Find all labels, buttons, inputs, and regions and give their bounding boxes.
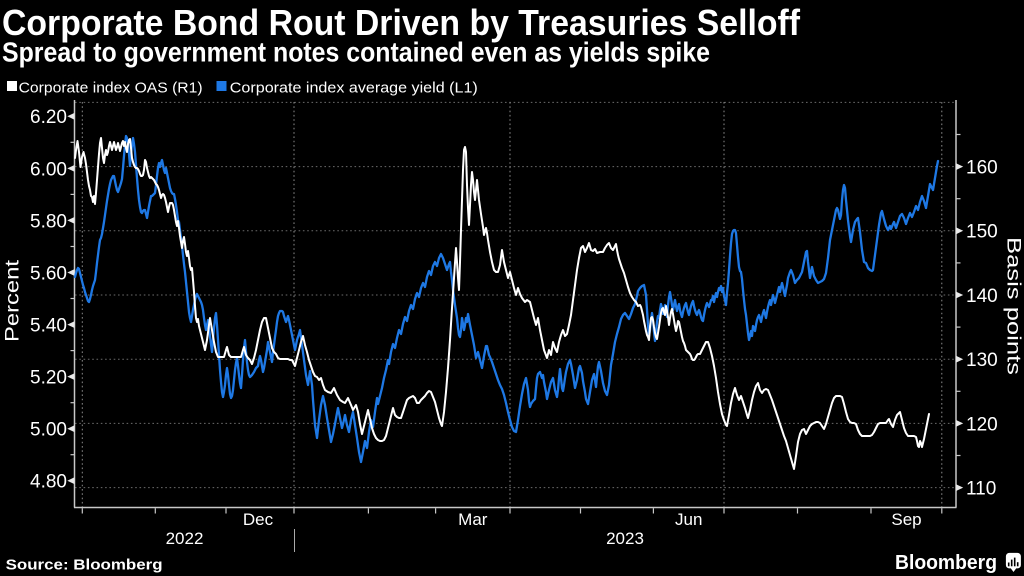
svg-text:Corporate index OAS (R1): Corporate index OAS (R1) — [19, 80, 203, 97]
svg-text:Percent: Percent — [2, 259, 23, 342]
svg-text:150: 150 — [966, 222, 998, 243]
svg-text:140: 140 — [966, 286, 998, 307]
svg-text:Source: Bloomberg: Source: Bloomberg — [6, 557, 163, 574]
svg-text:4.80: 4.80 — [30, 472, 67, 493]
svg-text:Corporate Bond Rout Driven by: Corporate Bond Rout Driven by Treasuries… — [2, 2, 801, 43]
svg-text:Mar: Mar — [458, 510, 488, 529]
svg-text:Corporate index average yield: Corporate index average yield (L1) — [230, 80, 478, 97]
svg-text:110: 110 — [966, 479, 996, 500]
svg-text:120: 120 — [966, 414, 998, 435]
svg-text:6.00: 6.00 — [30, 159, 67, 180]
svg-text:Basis points: Basis points — [1003, 237, 1024, 375]
svg-text:6.20: 6.20 — [30, 107, 67, 128]
svg-text:Bloomberg: Bloomberg — [895, 551, 997, 574]
svg-text:Spread to government notes con: Spread to government notes contained eve… — [2, 36, 710, 67]
svg-text:130: 130 — [966, 350, 998, 371]
svg-text:2022: 2022 — [166, 529, 204, 548]
svg-text:5.20: 5.20 — [30, 368, 67, 389]
svg-text:160: 160 — [966, 158, 998, 179]
svg-text:Jun: Jun — [675, 510, 702, 529]
svg-text:5.60: 5.60 — [30, 263, 67, 284]
svg-text:5.40: 5.40 — [30, 316, 67, 337]
svg-text:5.80: 5.80 — [30, 211, 67, 232]
svg-text:Dec: Dec — [243, 510, 274, 529]
svg-text:5.00: 5.00 — [30, 420, 67, 441]
svg-text:Sep: Sep — [891, 510, 921, 529]
svg-text:2023: 2023 — [606, 529, 644, 548]
